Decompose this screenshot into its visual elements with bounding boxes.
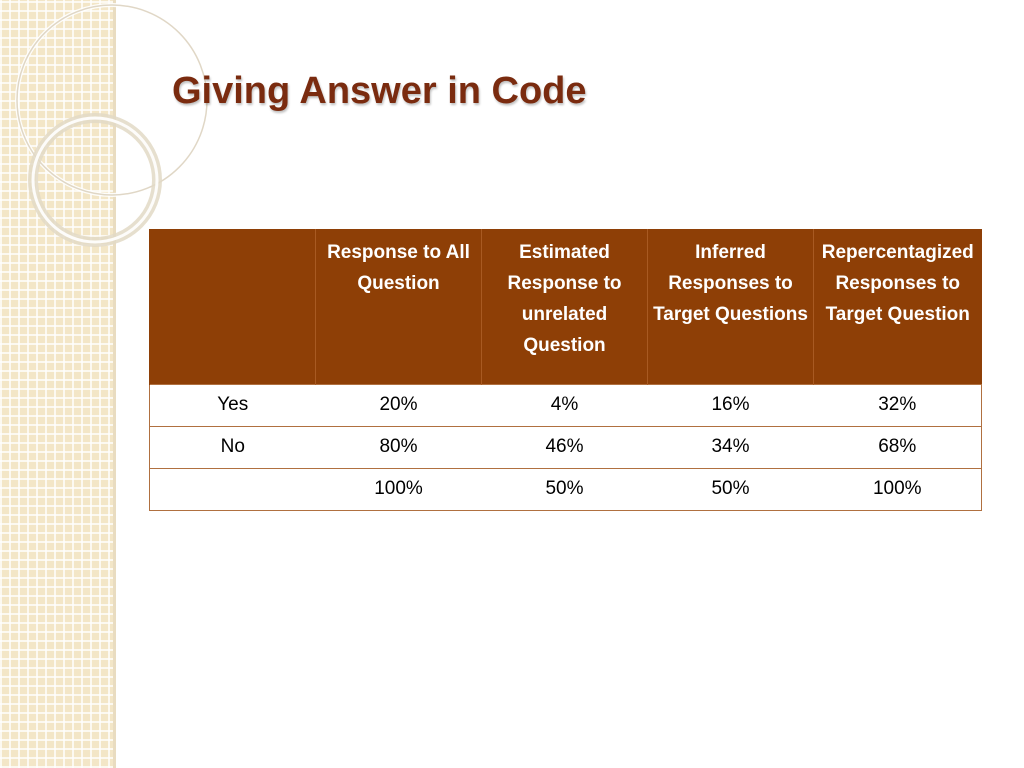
response-table: Response to All Question Estimated Respo… (149, 229, 982, 511)
table-row: No 80% 46% 34% 68% (149, 425, 982, 468)
header-cell-empty (149, 229, 316, 384)
table-cell: 20% (315, 383, 482, 426)
table-cell: 46% (481, 425, 648, 468)
header-repercentagized-target: Repercentagized Responses to Target Ques… (813, 229, 982, 384)
table-cell: 50% (647, 467, 814, 511)
table-cell: 80% (315, 425, 482, 468)
table-cell: 50% (481, 467, 648, 511)
table-cell: 68% (813, 425, 982, 468)
table-cell: 100% (813, 467, 982, 511)
side-strip-edge (113, 0, 116, 768)
row-label: Yes (149, 383, 316, 426)
table-cell: 100% (315, 467, 482, 511)
header-inferred-target: Inferred Responses to Target Questions (647, 229, 814, 384)
decorative-rings (15, 3, 209, 247)
table-cell: 32% (813, 383, 982, 426)
row-label (149, 467, 316, 511)
row-label: No (149, 425, 316, 468)
table-cell: 4% (481, 383, 648, 426)
table-cell: 34% (647, 425, 814, 468)
table-row: Yes 20% 4% 16% 32% (149, 383, 982, 426)
slide-title: Giving Answer in Code (172, 70, 587, 112)
table-cell: 16% (647, 383, 814, 426)
table-header-row: Response to All Question Estimated Respo… (149, 229, 982, 384)
header-estimated-unrelated: Estimated Response to unrelated Question (481, 229, 648, 384)
header-response-all: Response to All Question (315, 229, 482, 384)
table-row: 100% 50% 50% 100% (149, 467, 982, 511)
